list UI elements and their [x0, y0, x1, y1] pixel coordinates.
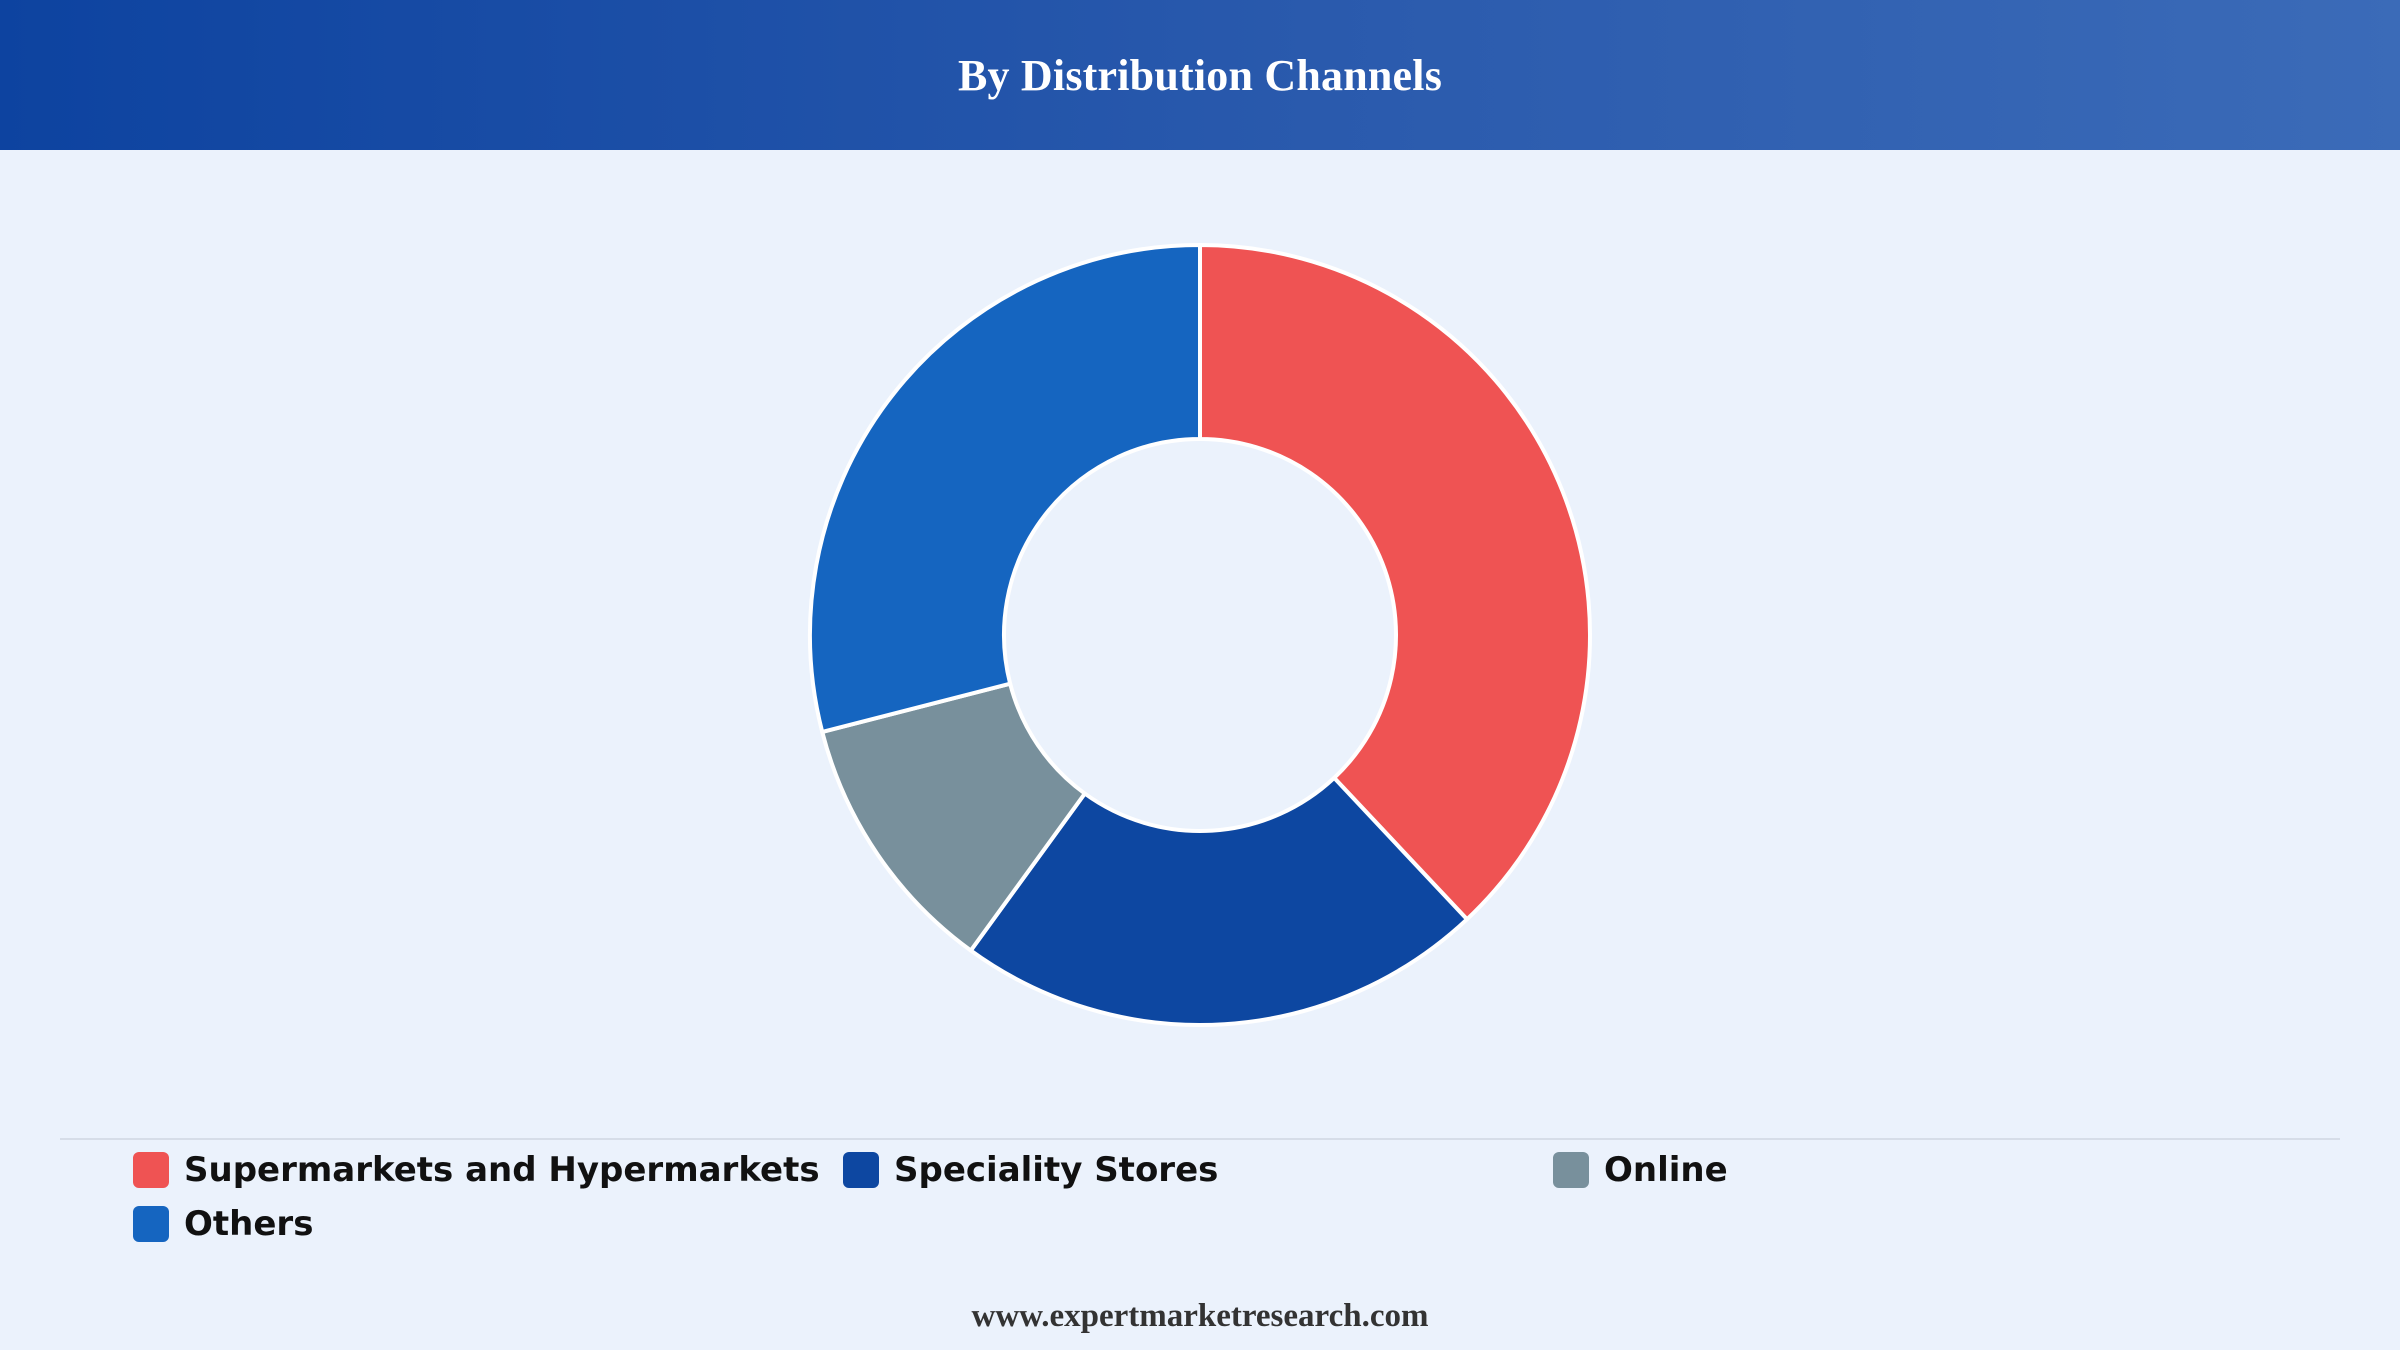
donut-slice-others[interactable] [808, 243, 1202, 734]
donut-slice-speciality-stores[interactable] [968, 775, 1469, 1027]
chart-area [0, 150, 2400, 1130]
donut-slice-supermarkets-and-hypermarkets[interactable] [1198, 243, 1592, 922]
legend-label: Others [184, 1204, 314, 1244]
legend-swatch [843, 1152, 879, 1188]
legend-item-online[interactable]: Online [1553, 1150, 2263, 1190]
chart-title: By Distribution Channels [957, 50, 1443, 100]
legend-label: Supermarkets and Hypermarkets [184, 1150, 820, 1190]
chart-legend: Supermarkets and Hypermarkets Speciality… [133, 1150, 2333, 1244]
legend-item-others[interactable]: Others [133, 1204, 843, 1244]
legend-label: Online [1604, 1150, 1728, 1190]
donut-chart [808, 243, 1592, 1027]
donut-slice-online[interactable] [820, 681, 1087, 953]
legend-swatch [133, 1206, 169, 1242]
legend-label: Speciality Stores [894, 1150, 1219, 1190]
source-url: www.expertmarketresearch.com [971, 1298, 1429, 1334]
legend-divider [60, 1138, 2340, 1140]
legend-item-speciality-stores[interactable]: Speciality Stores [843, 1150, 1553, 1190]
legend-item-supermarkets-and-hypermarkets[interactable]: Supermarkets and Hypermarkets [133, 1150, 843, 1190]
legend-swatch [133, 1152, 169, 1188]
legend-swatch [1553, 1152, 1589, 1188]
chart-header: By Distribution Channels [0, 0, 2400, 150]
